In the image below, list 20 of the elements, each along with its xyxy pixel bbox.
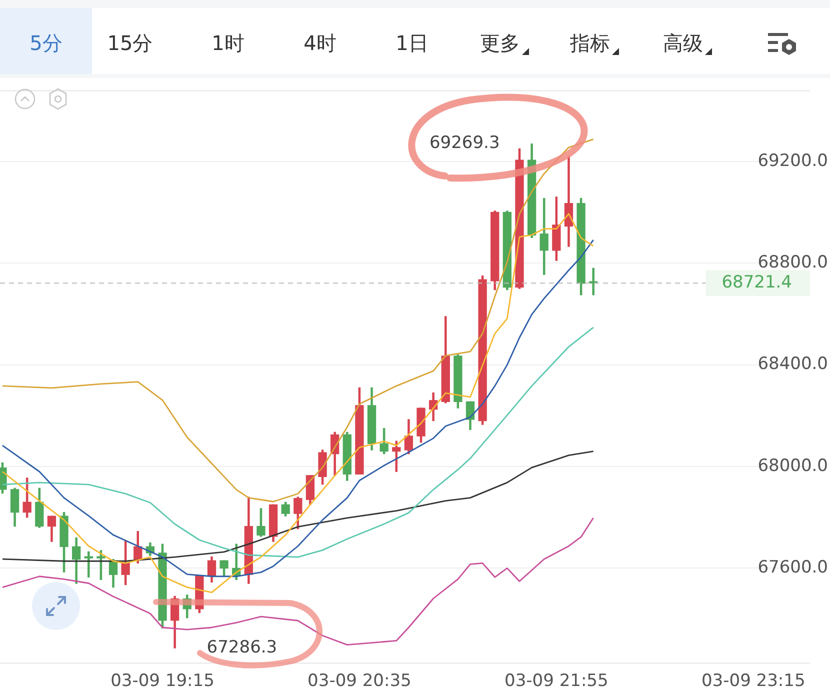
text: 5分 xyxy=(28,30,64,56)
y-tick-label: 68400.0 xyxy=(758,354,828,374)
x-tick-label: 03-09 20:35 xyxy=(308,671,412,692)
text: 1时 xyxy=(210,30,246,56)
x-tick-label: 03-09 19:15 xyxy=(110,671,214,692)
text: 1日 xyxy=(394,30,430,56)
annotation: 69269.3 xyxy=(429,133,500,154)
text: 更多 xyxy=(479,30,521,56)
y-tick-label: 69200.0 xyxy=(758,150,828,171)
annotation: 67286.3 xyxy=(206,637,278,658)
y-tick-label: 68000.0 xyxy=(758,456,828,476)
ref-line-label: 68721.4 xyxy=(722,272,792,293)
y-tick-label: 68800.0 xyxy=(758,252,828,273)
x-tick-label: 03-09 23:15 xyxy=(701,671,806,692)
x-tick-label: 03-09 21:55 xyxy=(504,671,608,692)
text: 4时 xyxy=(302,30,338,56)
text: 15分 xyxy=(106,30,154,56)
y-tick-label: 67600.0 xyxy=(758,558,828,578)
text: 高级 xyxy=(662,30,704,56)
text: 指标 xyxy=(569,30,611,56)
